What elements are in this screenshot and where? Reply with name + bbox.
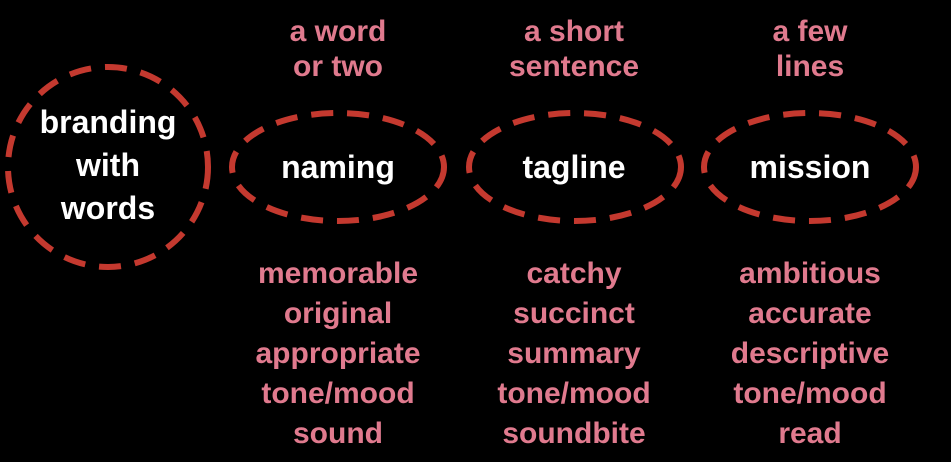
- tagline-quality: catchy: [526, 257, 622, 290]
- naming-length-line-2: or two: [293, 50, 383, 83]
- naming-length-line-1: a word: [289, 15, 387, 48]
- tagline-quality: soundbite: [502, 417, 646, 450]
- naming-label: naming: [281, 149, 395, 185]
- mission-qualities: ambitious accurate descriptive tone/mood…: [690, 254, 930, 454]
- mission-quality: ambitious: [739, 257, 881, 290]
- mission-quality: tone/mood: [733, 377, 887, 410]
- mission-quality: read: [778, 417, 842, 450]
- tagline-qualities: catchy succinct summary tone/mood soundb…: [454, 254, 694, 454]
- naming-dashed-oval: [229, 110, 447, 224]
- mission-length: a few lines: [710, 14, 910, 84]
- naming-quality: tone/mood: [261, 377, 415, 410]
- mission-dashed-oval: [701, 110, 919, 224]
- tagline-label: tagline: [522, 149, 626, 185]
- hub-line-1: branding: [39, 104, 177, 140]
- tagline-length-line-2: sentence: [508, 50, 640, 83]
- mission-label: mission: [749, 149, 871, 185]
- hub-line-2: with: [76, 147, 140, 183]
- tagline-length: a short sentence: [474, 14, 674, 84]
- tagline-quality: summary: [507, 337, 641, 370]
- tagline-length-line-1: a short: [523, 15, 625, 48]
- tagline-quality: succinct: [513, 297, 635, 330]
- hub-label: branding with words: [18, 101, 198, 230]
- mission-length-line-1: a few: [772, 15, 848, 48]
- hub-dashed-circle: [5, 64, 211, 270]
- tagline-quality: tone/mood: [497, 377, 651, 410]
- hub-line-3: words: [60, 190, 156, 226]
- naming-quality: original: [283, 297, 393, 330]
- mission-quality: accurate: [748, 297, 872, 330]
- mission-length-line-2: lines: [775, 50, 845, 83]
- naming-quality: sound: [293, 417, 383, 450]
- mission-quality: descriptive: [730, 337, 890, 370]
- tagline-dashed-oval: [466, 110, 684, 224]
- naming-qualities: memorable original appropriate tone/mood…: [218, 254, 458, 454]
- naming-quality: appropriate: [255, 337, 421, 370]
- naming-quality: memorable: [257, 257, 419, 290]
- naming-length: a word or two: [238, 14, 438, 84]
